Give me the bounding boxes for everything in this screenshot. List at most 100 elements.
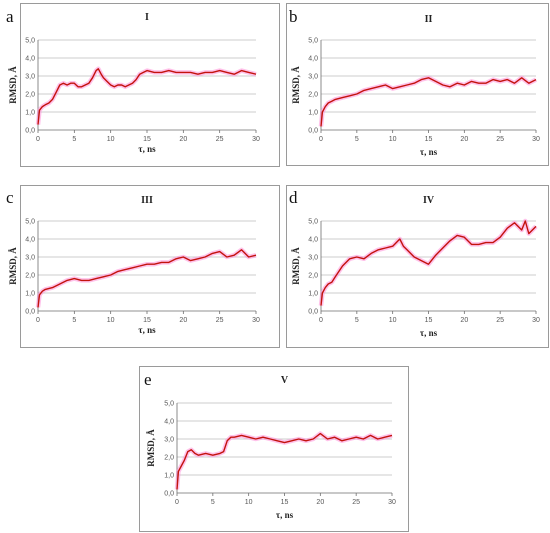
x-tick-label: 10: [107, 317, 115, 324]
chart-frame: [20, 185, 280, 348]
x-tick-label: 15: [143, 317, 151, 324]
x-tick-label: 15: [425, 317, 433, 324]
y-tick-label: 5,0: [25, 219, 35, 226]
y-tick-label: 5,0: [164, 401, 174, 408]
y-tick-label: 3,0: [308, 74, 318, 81]
y-tick-label: 5,0: [25, 38, 35, 45]
chart-svg: 0,0 1,0 2,0 3,0 4,0 5,0 0 5 10 15 20 25 30 a Iτ, ns RMS…: [6, 3, 280, 167]
y-tick-label: 4,0: [164, 419, 174, 426]
y-tick-label: 2,0: [308, 92, 318, 99]
y-axis-label: RMSD, Å: [291, 66, 301, 104]
y-tick-label: 0,0: [164, 491, 174, 498]
y-tick-label: 0,0: [308, 128, 318, 135]
chart-svg: 0,0 1,0 2,0 3,0 4,0 5,0 0 5 10 15 20 25 30 b II τ, ns RM…: [286, 3, 549, 166]
y-tick-label: 5,0: [308, 219, 318, 226]
x-tick-label: 10: [389, 136, 397, 143]
x-tick-label: 0: [36, 317, 40, 324]
y-tick-label: 1,0: [25, 291, 35, 298]
x-tick-label: 25: [496, 136, 504, 143]
x-tick-label: 20: [316, 499, 324, 506]
x-axis-label: τ, ns: [138, 144, 156, 154]
x-tick-label: 30: [532, 317, 540, 324]
y-tick-label: 1,0: [308, 291, 318, 298]
x-tick-label: 20: [179, 136, 187, 143]
y-tick-label: 4,0: [25, 237, 35, 244]
y-axis-label: RMSD, Å: [146, 429, 156, 467]
y-tick-label: 3,0: [164, 437, 174, 444]
y-tick-label: 0,0: [25, 309, 35, 316]
x-tick-label: 25: [216, 136, 224, 143]
series-line: [320, 220, 537, 306]
y-tick-label: 1,0: [25, 110, 35, 117]
x-tick-label: 5: [72, 136, 76, 143]
chart-title: I: [145, 12, 149, 23]
x-tick-label: 25: [352, 499, 360, 506]
y-tick-label: 3,0: [25, 74, 35, 81]
x-tick-label: 0: [319, 317, 323, 324]
chart-frame: [286, 3, 549, 166]
y-tick-label: 0,0: [25, 128, 35, 135]
x-tick-label: 20: [179, 317, 187, 324]
chart-title: V: [281, 375, 289, 386]
chart-title: II: [425, 14, 433, 25]
y-tick-label: 1,0: [308, 110, 318, 117]
y-axis-label: RMSD, Å: [291, 247, 301, 285]
series-line: [37, 68, 257, 125]
y-tick-label: 3,0: [308, 255, 318, 262]
chart-panel-b: 0,0 1,0 2,0 3,0 4,0 5,0 0 5 10 15 20 25 30 b II τ, ns RM…: [285, 0, 550, 167]
x-axis-label: τ, ns: [420, 328, 438, 338]
series-line: [320, 77, 537, 127]
chart-panel-d: 0,0 1,0 2,0 3,0 4,0 5,0 0 5 10 15 20 25 30 d IV τ, ns RM…: [285, 183, 550, 349]
chart-title: IV: [423, 195, 435, 206]
y-tick-label: 1,0: [164, 473, 174, 480]
x-tick-label: 0: [36, 136, 40, 143]
chart-panel-c: 0,0 1,0 2,0 3,0 4,0 5,0 0 5 10 15 20 25 30 c III τ, ns R…: [0, 183, 281, 349]
x-tick-label: 30: [388, 499, 396, 506]
x-tick-label: 20: [460, 317, 468, 324]
y-tick-label: 3,0: [25, 255, 35, 262]
panel-letter: c: [6, 188, 14, 207]
y-tick-label: 2,0: [25, 273, 35, 280]
chart-frame: [286, 185, 549, 348]
y-tick-label: 0,0: [308, 309, 318, 316]
x-tick-label: 30: [252, 317, 260, 324]
y-tick-label: 4,0: [308, 56, 318, 63]
x-axis-label: τ, ns: [276, 510, 294, 520]
x-axis-label: τ, ns: [420, 147, 438, 157]
y-tick-label: 4,0: [308, 237, 318, 244]
panel-letter: d: [289, 188, 298, 207]
x-tick-label: 10: [389, 317, 397, 324]
y-tick-label: 2,0: [25, 92, 35, 99]
x-tick-label: 10: [107, 136, 115, 143]
chart-svg: 0,0 1,0 2,0 3,0 4,0 5,0 0 5 10 15 20 25 30 e Vτ, ns RMS…: [139, 366, 409, 532]
chart-title: III: [141, 195, 153, 206]
panel-letter: a: [6, 7, 14, 26]
x-tick-label: 30: [252, 136, 260, 143]
x-tick-label: 5: [355, 136, 359, 143]
x-tick-label: 0: [175, 499, 179, 506]
chart-frame: [139, 366, 409, 532]
x-tick-label: 15: [143, 136, 151, 143]
x-tick-label: 15: [281, 499, 289, 506]
x-tick-label: 5: [355, 317, 359, 324]
y-axis-label: RMSD, Å: [8, 247, 18, 285]
x-tick-label: 25: [216, 317, 224, 324]
series-line: [176, 432, 393, 490]
x-axis-label: τ, ns: [138, 325, 156, 335]
x-tick-label: 10: [245, 499, 253, 506]
panel-letter: e: [144, 370, 152, 389]
x-tick-label: 30: [532, 136, 540, 143]
chart-svg: 0,0 1,0 2,0 3,0 4,0 5,0 0 5 10 15 20 25 30 d IV τ, ns RM…: [286, 185, 549, 348]
x-tick-label: 5: [211, 499, 215, 506]
chart-svg: 0,0 1,0 2,0 3,0 4,0 5,0 0 5 10 15 20 25 30 c III τ, ns R…: [6, 185, 280, 348]
y-tick-label: 5,0: [308, 38, 318, 45]
y-tick-label: 2,0: [308, 273, 318, 280]
x-tick-label: 15: [425, 136, 433, 143]
series-line: [37, 249, 257, 308]
x-tick-label: 5: [72, 317, 76, 324]
x-tick-label: 20: [460, 136, 468, 143]
y-tick-label: 2,0: [164, 455, 174, 462]
panel-letter: b: [289, 7, 298, 26]
